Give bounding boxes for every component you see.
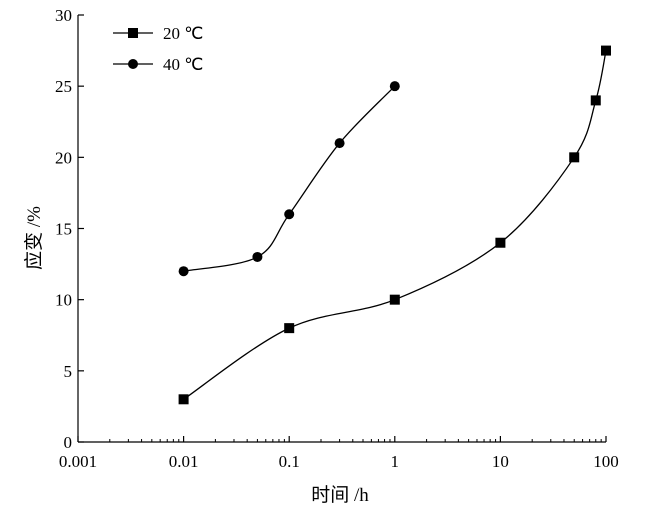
- fit-curves: [183, 50, 607, 400]
- x-tick-label: 1: [391, 452, 400, 471]
- y-tick-label: 30: [55, 6, 72, 25]
- series-1-point: [178, 266, 189, 277]
- axes: 0.001 0.01 0.1 1 10 100 0 5 10 15 20 25 30: [55, 6, 619, 471]
- x-tick-label: 10: [492, 452, 509, 471]
- x-tick-label: 0.01: [169, 452, 199, 471]
- x-tick-label: 0.1: [279, 452, 300, 471]
- legend: 20 ℃ 40 ℃: [113, 24, 203, 74]
- y-tick-label: 15: [55, 220, 72, 239]
- y-tick-label: 0: [64, 433, 73, 452]
- y-tick-label: 20: [55, 148, 72, 167]
- x-axis-title: 时间 /h: [311, 484, 369, 506]
- series-1-point: [334, 138, 345, 149]
- series-0-point: [178, 394, 189, 405]
- legend-label-1: 40 ℃: [163, 55, 203, 74]
- legend-marker-0: [128, 28, 138, 38]
- series-0-point: [284, 323, 295, 334]
- data-points: [178, 45, 611, 405]
- legend-label-0: 20 ℃: [163, 24, 203, 43]
- series-0-point: [569, 152, 580, 163]
- series-1-point: [284, 209, 295, 220]
- series-1-curve: [183, 85, 396, 272]
- x-tick-label: 0.001: [59, 452, 97, 471]
- series-0-point: [495, 237, 506, 248]
- series-0-curve: [183, 50, 607, 400]
- legend-marker-1: [128, 59, 138, 69]
- y-axis-title: 应变 /%: [23, 206, 45, 270]
- y-tick-label: 25: [55, 77, 72, 96]
- series-0-point: [601, 45, 611, 56]
- y-tick-label: 10: [55, 291, 72, 310]
- series-1-point: [252, 251, 263, 262]
- series-0-point: [389, 294, 400, 305]
- y-tick-label: 5: [64, 362, 73, 381]
- series-1-point: [389, 81, 400, 92]
- x-tick-label: 100: [593, 452, 619, 471]
- series-0-point: [590, 95, 601, 106]
